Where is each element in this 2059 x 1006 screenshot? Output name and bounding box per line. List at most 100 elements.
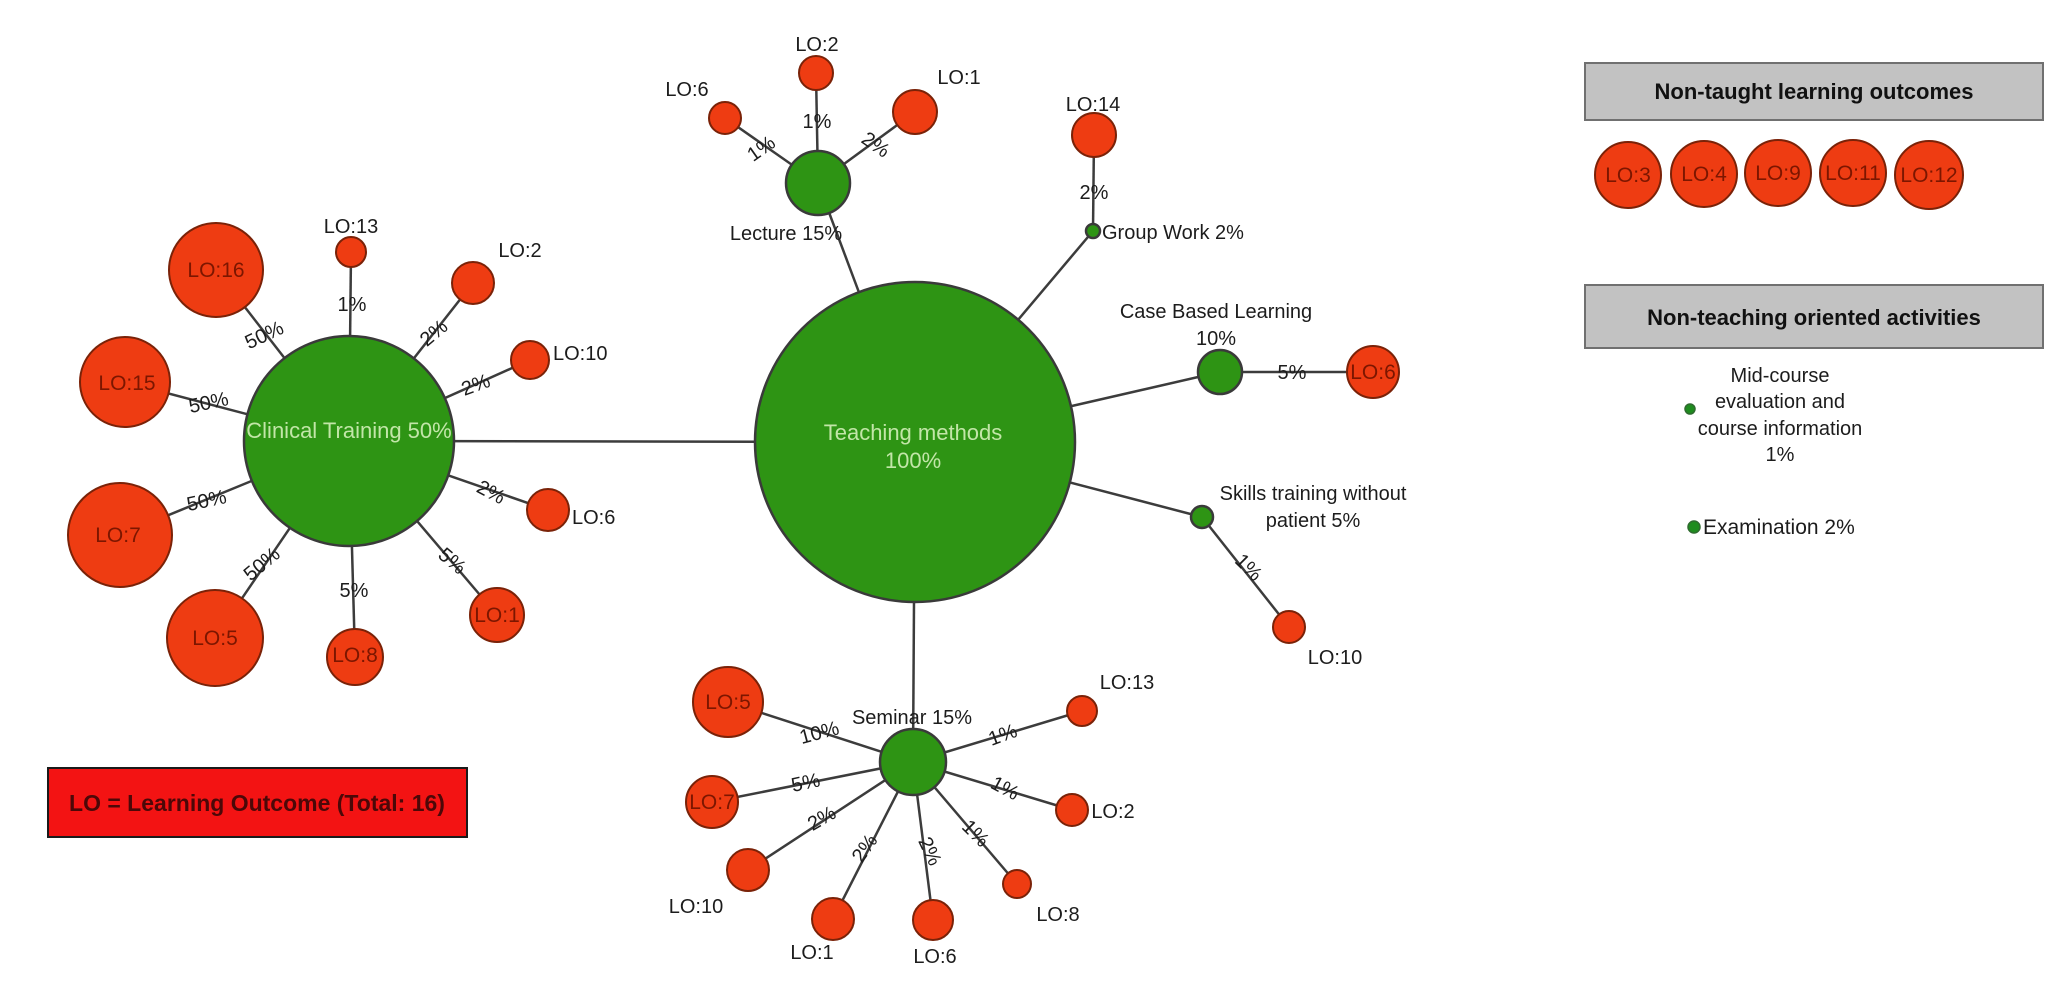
pct-clinical-lo5: 50% (240, 543, 285, 586)
mid-course-dot (1684, 403, 1696, 415)
node-group-work (1084, 222, 1102, 240)
legend: LO = Learning Outcome (Total: 16) (47, 767, 468, 838)
edge-skills-lo10 (1201, 516, 1290, 628)
clinical-lo16-label: LO:16 (187, 259, 244, 282)
legend-text: LO = Learning Outcome (Total: 16) (69, 790, 445, 816)
nontaught-lo4-label: LO:4 (1681, 163, 1727, 186)
seminar-lo2-label: LO:2 (1091, 801, 1134, 823)
lecture-label: Lecture 15% (730, 223, 843, 245)
groupwork-lo14-label: LO:14 (1066, 94, 1120, 116)
seminar-lo8-label: LO:8 (1036, 904, 1079, 926)
seminar-lo1-label: LO:1 (790, 942, 833, 964)
pct-clinical-lo13: 1% (338, 294, 367, 316)
clinical-lo8-label: LO:8 (332, 644, 378, 667)
clinical-lo2-label: LO:2 (498, 240, 541, 262)
pct-seminar-lo1: 2% (848, 830, 883, 866)
node-clinical-lo6 (526, 488, 570, 532)
nontaught-lo11-label: LO:11 (1825, 162, 1881, 185)
pct-lecture-lo2: 1% (803, 111, 832, 133)
right-panel: Non-taught learning outcomes LO:3 LO:4 L… (1584, 62, 2044, 539)
clinical-lo1-label: LO:1 (474, 604, 520, 627)
node-seminar-lo6 (912, 899, 954, 941)
pct-seminar-lo13: 1% (986, 720, 1021, 751)
node-seminar-lo7 (685, 775, 739, 829)
lecture-lo1-label: LO:1 (937, 67, 980, 89)
node-lecture (784, 149, 852, 217)
pct-clinical-lo15: 50% (187, 388, 231, 418)
nontaught-lo9-label: LO:9 (1755, 162, 1801, 185)
seminar-lo13-label: LO:13 (1100, 672, 1154, 694)
node-groupwork-lo14 (1071, 112, 1117, 158)
seminar-lo6-label: LO:6 (913, 946, 956, 968)
node-clinical-lo2 (451, 261, 495, 305)
seminar-lo5-label: LO:5 (705, 691, 751, 714)
clinical-label: Clinical Training 50% (246, 418, 451, 443)
node-seminar-lo8 (1002, 869, 1032, 899)
skills-lo10-label: LO:10 (1308, 647, 1362, 669)
node-skills-lo10 (1272, 610, 1306, 644)
pct-seminar-lo2: 1% (987, 772, 1023, 805)
node-lecture-lo1 (892, 89, 938, 135)
seminar-label: Seminar 15% (852, 707, 972, 729)
examination-label: Examination 2% (1703, 516, 1855, 539)
clinical-lo13-label: LO:13 (324, 216, 378, 238)
teaching-label-line1: Teaching methods (824, 420, 1003, 445)
node-clinical-lo1 (469, 587, 525, 643)
pct-clinical-lo10: 2% (459, 370, 494, 401)
non-taught-title: Non-taught learning outcomes (1655, 79, 1974, 104)
pct-casebased-lo6: 5% (1278, 362, 1307, 384)
mid-course-line1: Mid-course (1731, 365, 1830, 387)
pct-clinical-lo8: 5% (340, 580, 369, 602)
pct-groupwork-lo14: 2% (1080, 182, 1109, 204)
legend-box (47, 767, 468, 838)
lecture-lo2-label: LO:2 (795, 34, 838, 56)
nontaught-lo3-label: LO:3 (1605, 164, 1651, 187)
node-seminar-lo2 (1055, 793, 1089, 827)
casebased-label-line2: 10% (1196, 328, 1236, 350)
node-nontaught-lo12 (1894, 140, 1964, 210)
seminar-lo10-label: LO:10 (669, 896, 723, 918)
pct-seminar-lo6: 2% (913, 834, 945, 870)
clinical-lo6-label: LO:6 (572, 507, 615, 529)
mid-course-line3: course information (1698, 418, 1863, 440)
node-seminar (878, 727, 948, 797)
pct-clinical-lo1: 5% (434, 544, 470, 580)
clinical-lo5-label: LO:5 (192, 627, 238, 650)
node-nontaught-lo9 (1744, 139, 1812, 207)
non-taught-header-box (1584, 62, 2044, 121)
node-seminar-lo13 (1066, 695, 1098, 727)
pct-seminar-lo5: 10% (797, 717, 842, 749)
node-seminar-lo5 (692, 666, 764, 738)
casebased-lo6-label: LO:6 (1350, 361, 1396, 384)
nontaught-lo12-label: LO:12 (1900, 164, 1957, 187)
pct-clinical-lo7: 50% (185, 486, 229, 516)
casebased-label-line1: Case Based Learning (1120, 301, 1312, 323)
mid-course-line4: 1% (1766, 444, 1795, 466)
node-clinical-lo15 (79, 336, 171, 428)
skills-label-line1: Skills training without (1220, 483, 1407, 505)
node-nontaught-lo3 (1594, 141, 1662, 209)
node-clinical-training (242, 334, 456, 548)
node-lecture-lo6 (708, 101, 742, 135)
node-clinical-lo5 (166, 589, 264, 687)
mid-course-line2: evaluation and (1715, 391, 1845, 413)
clinical-lo10-label: LO:10 (553, 343, 607, 365)
non-teaching-title: Non-teaching oriented activities (1647, 305, 1981, 330)
node-nontaught-lo4 (1670, 140, 1738, 208)
node-clinical-lo10 (510, 340, 550, 380)
node-skills-training (1189, 504, 1215, 530)
clinical-lo7-label: LO:7 (95, 524, 141, 547)
node-teaching-methods (753, 280, 1077, 604)
pct-seminar-lo7: 5% (789, 769, 822, 797)
skills-label-line2: patient 5% (1266, 510, 1361, 532)
node-case-based-learning (1196, 348, 1244, 396)
non-teaching-header-box (1584, 284, 2044, 349)
node-casebased-lo6 (1346, 345, 1400, 399)
pct-lecture-lo6: 1% (743, 132, 779, 167)
node-clinical-lo13 (335, 236, 367, 268)
teaching-label-line2: 100% (885, 448, 941, 473)
node-seminar-lo1 (811, 897, 855, 941)
node-lecture-lo2 (798, 55, 834, 91)
